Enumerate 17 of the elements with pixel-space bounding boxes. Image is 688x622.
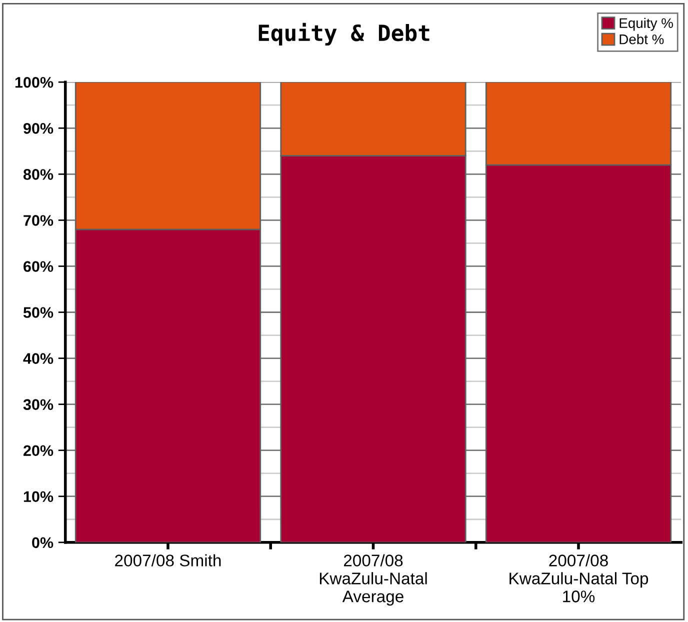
legend-label: Debt % — [620, 34, 664, 44]
legend-label: Equity % — [620, 18, 673, 31]
y-tick-label: 60% — [24, 261, 54, 272]
y-tick-label: 40% — [23, 353, 54, 364]
y-tick-label: 80% — [23, 169, 54, 180]
x-tick-label: 2007/08 Smith — [115, 554, 221, 566]
y-tick-label: 70% — [24, 215, 54, 226]
y-tick-label: 100% — [15, 76, 54, 88]
x-tick-label: 2007/08 KwaZulu-Natal Average — [320, 554, 427, 606]
y-tick-label: 10% — [24, 491, 54, 502]
y-tick-label: 20% — [24, 445, 54, 456]
y-tick-label: 30% — [23, 399, 54, 410]
y-tick-label: 0% — [32, 537, 54, 548]
y-tick-label: 90% — [24, 123, 54, 134]
chart-title: Equity & Debt — [258, 22, 430, 46]
y-tick-label: 50% — [23, 307, 54, 318]
x-tick-label: 2007/08 KwaZulu-Natal Top 10% — [510, 554, 648, 602]
